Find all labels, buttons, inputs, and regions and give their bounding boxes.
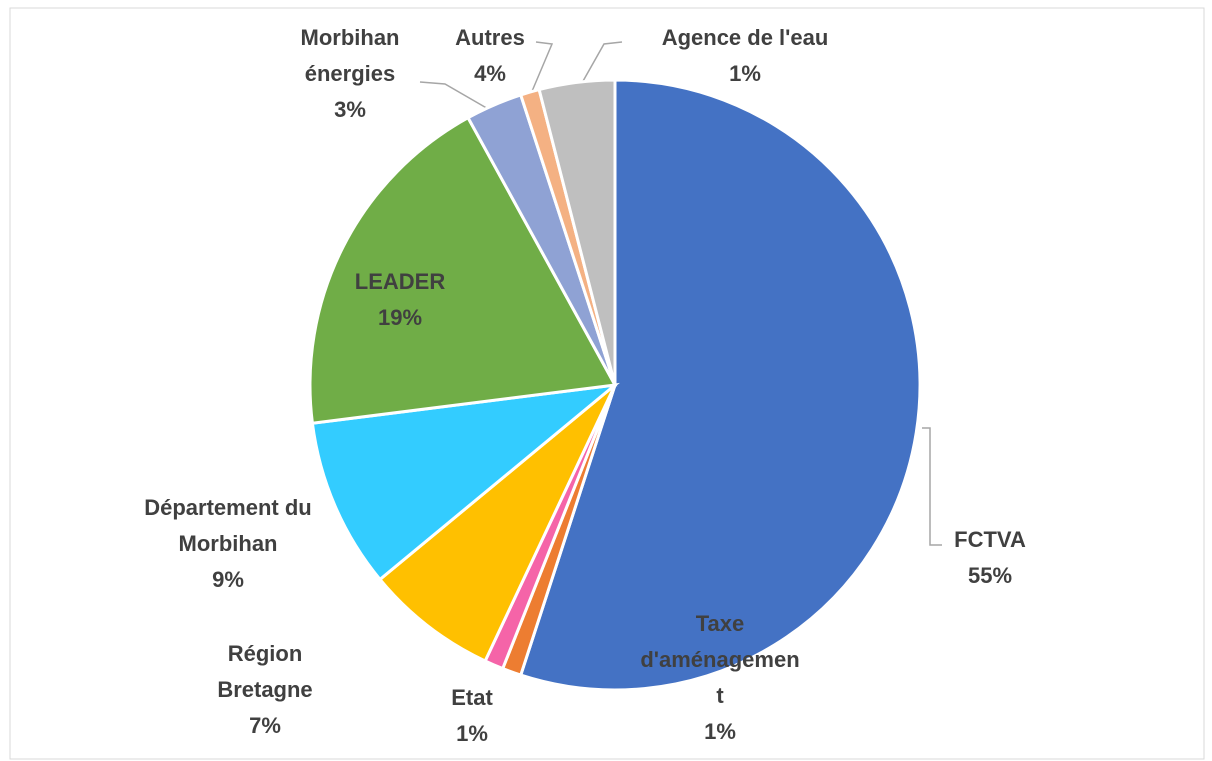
pie-slice	[310, 382, 620, 582]
value-label: 9%	[212, 567, 244, 592]
value-label: 1%	[456, 721, 488, 746]
data-label: Département du Morbihan 9%	[118, 490, 338, 598]
slices	[308, 78, 922, 692]
value-label: 7%	[249, 713, 281, 738]
value-label: 3%	[334, 97, 366, 122]
data-label: Agence de l'eau 1%	[620, 20, 870, 92]
leader-line	[529, 41, 554, 97]
pie-slice	[308, 115, 618, 425]
pie-slice	[377, 383, 617, 663]
leader-line	[577, 41, 623, 91]
category-label: FCTVA	[954, 527, 1026, 552]
category-label: Morbihan énergies	[300, 25, 400, 86]
category-label: LEADER	[354, 269, 446, 294]
category-label: Région Bretagne	[217, 641, 313, 702]
pie-slice	[537, 78, 617, 386]
data-label: Taxe d'aménagement 1%	[640, 606, 800, 750]
value-label: 19%	[377, 305, 423, 330]
data-label: Etat 1%	[432, 680, 512, 752]
chart-border	[9, 7, 1205, 760]
data-label: LEADER 19%	[320, 264, 480, 336]
value-label: 55%	[967, 563, 1013, 588]
category-label: Agence de l'eau	[661, 25, 829, 50]
data-label: Région Bretagne 7%	[195, 636, 335, 744]
data-label: Morbihan énergies 3%	[270, 20, 430, 128]
category-label: Département du Morbihan	[144, 495, 312, 556]
value-label: 1%	[704, 719, 736, 744]
value-label: 1%	[729, 61, 761, 86]
category-label: Etat	[451, 685, 493, 710]
leader-lines	[419, 41, 942, 546]
data-label: FCTVA 55%	[930, 522, 1050, 594]
leader-line	[922, 427, 942, 546]
category-label: Taxe d'aménagement	[640, 611, 800, 708]
category-label: Autres	[455, 25, 525, 50]
pie-slice	[518, 78, 922, 692]
leader-line	[419, 81, 491, 111]
value-label: 4%	[474, 61, 506, 86]
data-label: Autres 4%	[430, 20, 550, 92]
